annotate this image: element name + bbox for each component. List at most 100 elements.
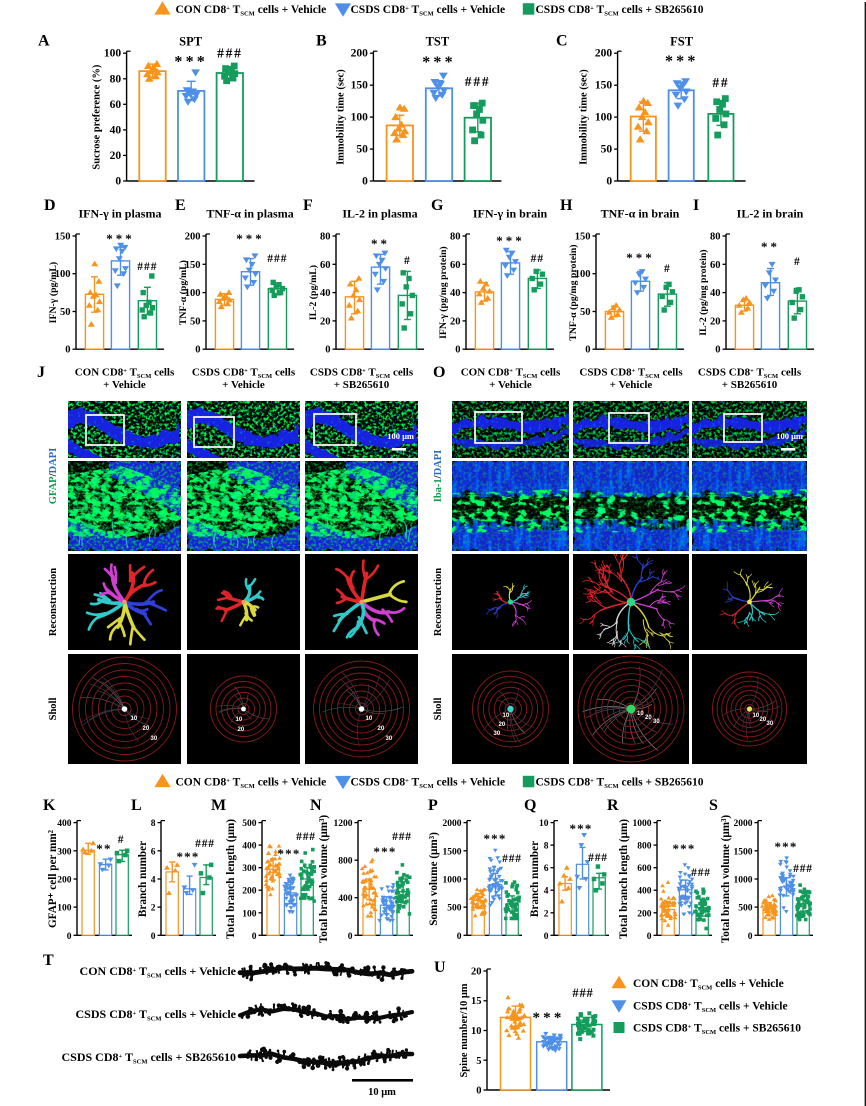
- svg-text:100: 100: [185, 288, 201, 299]
- svg-text:***: ***: [496, 233, 525, 248]
- svg-text:20: 20: [499, 722, 506, 728]
- svg-text:P: P: [428, 797, 438, 814]
- svg-text:###: ###: [691, 867, 711, 879]
- svg-text:0: 0: [325, 345, 330, 356]
- svg-text:40: 40: [710, 288, 721, 299]
- svg-text:Sholl: Sholl: [433, 698, 444, 721]
- svg-text:100 μm: 100 μm: [387, 431, 414, 441]
- svg-text:0: 0: [748, 932, 753, 942]
- svg-text:#: #: [118, 834, 125, 846]
- svg-text:CON CD8+ TSCM cells + Vehicle: CON CD8+ TSCM cells + Vehicle: [176, 777, 327, 791]
- svg-text:TNF-α (pg/mL): TNF-α (pg/mL): [178, 260, 189, 325]
- svg-text:30: 30: [386, 736, 393, 742]
- svg-text:TST: TST: [426, 35, 450, 49]
- svg-text:Total branch volume (μm³): Total branch volume (μm³): [318, 815, 330, 944]
- svg-text:Q: Q: [524, 797, 536, 814]
- svg-text:50: 50: [601, 144, 613, 156]
- svg-text:30: 30: [767, 721, 774, 727]
- svg-text:100: 100: [104, 48, 122, 60]
- svg-text:K: K: [43, 797, 56, 814]
- svg-text:0: 0: [252, 932, 257, 942]
- svg-text:***: ***: [277, 846, 300, 861]
- svg-text:###: ###: [588, 852, 608, 864]
- svg-text:0: 0: [457, 932, 462, 942]
- svg-text:1500: 1500: [443, 847, 462, 857]
- svg-text:O: O: [433, 364, 445, 381]
- svg-text:+ Vehicle: + Vehicle: [610, 379, 653, 391]
- svg-text:80: 80: [450, 232, 461, 243]
- svg-text:0: 0: [647, 932, 652, 942]
- svg-text:CON CD8+ TSCM cells + Vehicle: CON CD8+ TSCM cells + Vehicle: [80, 964, 237, 980]
- svg-text:30: 30: [653, 719, 660, 725]
- svg-text:100: 100: [242, 909, 257, 919]
- svg-text:10: 10: [637, 711, 644, 717]
- svg-text:N: N: [310, 797, 322, 814]
- svg-text:50: 50: [60, 307, 71, 318]
- svg-text:***: ***: [373, 844, 396, 859]
- svg-text:0: 0: [715, 345, 720, 356]
- svg-text:#: #: [794, 256, 801, 268]
- svg-text:15: 15: [471, 996, 482, 1007]
- svg-text:CSDS CD8+ TSCM cells: CSDS CD8+ TSCM cells: [698, 367, 802, 381]
- svg-text:0: 0: [544, 932, 549, 942]
- svg-text:###: ###: [217, 46, 243, 61]
- svg-text:CON CD8+ TSCM cells + Vehicle: CON CD8+ TSCM cells + Vehicle: [176, 4, 327, 18]
- svg-text:L: L: [131, 797, 142, 814]
- svg-text:Iba-1/DAPI: Iba-1/DAPI: [433, 450, 444, 503]
- svg-text:10: 10: [539, 819, 549, 829]
- svg-text:10: 10: [131, 716, 138, 722]
- svg-text:400: 400: [338, 894, 353, 904]
- svg-text:Total branch volume (μm³): Total branch volume (μm³): [720, 815, 732, 944]
- svg-text:J: J: [37, 364, 45, 381]
- svg-text:0: 0: [151, 932, 156, 942]
- svg-text:***: ***: [483, 831, 506, 846]
- svg-text:CSDS CD8+ TSCM cells: CSDS CD8+ TSCM cells: [192, 367, 296, 381]
- svg-text:40: 40: [110, 124, 122, 136]
- svg-text:U: U: [434, 959, 446, 976]
- svg-text:10 μm: 10 μm: [368, 1087, 396, 1098]
- svg-text:###: ###: [137, 261, 157, 273]
- svg-text:+ Vehicle: + Vehicle: [222, 379, 265, 391]
- svg-text:30: 30: [494, 731, 501, 737]
- svg-text:+ Vehicle: + Vehicle: [489, 379, 532, 391]
- svg-text:Spine number/10 μm: Spine number/10 μm: [459, 983, 470, 1077]
- svg-text:Soma volume (μm³): Soma volume (μm³): [428, 832, 440, 926]
- svg-text:0: 0: [585, 345, 590, 356]
- svg-text:500: 500: [447, 904, 462, 914]
- svg-text:***: ***: [532, 1010, 564, 1026]
- svg-text:0: 0: [67, 932, 72, 942]
- svg-text:40: 40: [450, 288, 461, 299]
- svg-text:***: ***: [174, 54, 208, 71]
- svg-text:###: ###: [465, 74, 491, 89]
- svg-text:CON CD8+ TSCM cells: CON CD8+ TSCM cells: [461, 367, 561, 381]
- svg-text:###: ###: [267, 253, 287, 265]
- svg-text:20: 20: [710, 316, 721, 327]
- svg-text:20: 20: [320, 316, 331, 327]
- svg-text:###: ###: [296, 831, 316, 843]
- svg-text:20: 20: [110, 150, 122, 162]
- svg-text:CSDS CD8+ TSCM cells + Vehicle: CSDS CD8+ TSCM cells + Vehicle: [76, 1007, 237, 1023]
- svg-text:GFAP/DAPI: GFAP/DAPI: [48, 448, 59, 504]
- svg-text:H: H: [560, 197, 573, 214]
- svg-text:Branch number: Branch number: [529, 841, 541, 917]
- svg-text:CSDS CD8+ TSCM cells + Vehicle: CSDS CD8+ TSCM cells + Vehicle: [351, 777, 506, 791]
- svg-text:Reconstruction: Reconstruction: [433, 568, 444, 636]
- svg-text:IL-2 (pg/mL): IL-2 (pg/mL): [308, 265, 319, 320]
- svg-text:200: 200: [351, 48, 369, 60]
- svg-text:2000: 2000: [443, 819, 462, 829]
- svg-text:8: 8: [544, 842, 549, 852]
- svg-text:Immobility time (sec): Immobility time (sec): [335, 69, 346, 165]
- svg-text:50: 50: [580, 307, 591, 318]
- svg-text:***: ***: [774, 839, 797, 854]
- svg-text:2: 2: [151, 904, 156, 914]
- svg-text:40: 40: [320, 288, 331, 299]
- svg-text:F: F: [303, 197, 313, 214]
- svg-text:IL-2 in brain: IL-2 in brain: [737, 207, 804, 221]
- svg-text:D: D: [44, 197, 56, 214]
- svg-text:CON CD8+ TSCM cells + Vehicle: CON CD8+ TSCM cells + Vehicle: [633, 978, 784, 992]
- svg-text:20: 20: [143, 726, 150, 732]
- svg-text:60: 60: [450, 260, 461, 271]
- svg-text:150: 150: [595, 80, 613, 92]
- svg-text:400: 400: [637, 887, 652, 897]
- svg-text:0: 0: [476, 1086, 481, 1097]
